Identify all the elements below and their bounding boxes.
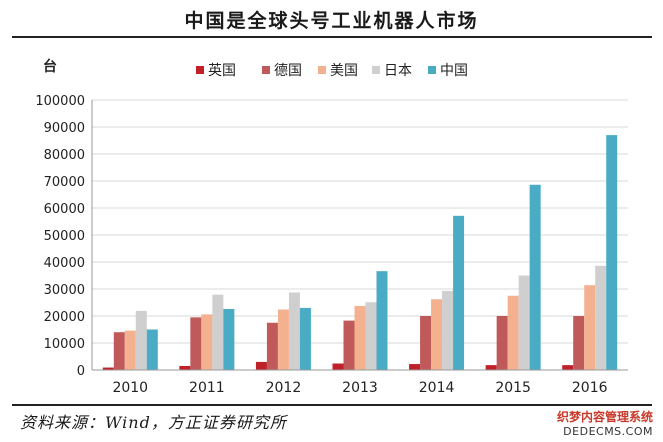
bar-2012-中国 <box>299 307 311 370</box>
chart-title: 中国是全球头号工业机器人市场 <box>184 10 479 32</box>
bar-2013-德国 <box>343 320 355 370</box>
watermark-line2: DEDECMS.COM <box>563 425 653 438</box>
x-tick-label: 2012 <box>266 380 302 396</box>
y-tick-label: 0 <box>77 364 85 379</box>
bar-2010-日本 <box>135 310 147 370</box>
x-tick-labels: 2010 2011 2012 2013 2014 2015 2016 <box>112 380 607 396</box>
bar-2012-英国 <box>255 361 267 370</box>
x-tick-label: 2013 <box>342 380 378 396</box>
y-tick-label: 80000 <box>44 148 85 163</box>
legend-swatch-中国 <box>428 66 436 74</box>
y-tick-label: 30000 <box>44 283 85 298</box>
bar-2016-美国 <box>584 285 596 370</box>
bar-2015-美国 <box>507 295 519 370</box>
bar-2010-德国 <box>113 332 125 370</box>
legend-label-中国: 中国 <box>440 63 468 79</box>
y-tick-label: 40000 <box>44 256 85 271</box>
legend-swatch-美国 <box>318 66 326 74</box>
bar-2016-德国 <box>573 316 585 370</box>
bar-2012-日本 <box>288 292 300 370</box>
y-tick-label: 60000 <box>44 202 85 217</box>
watermark-line1: 织梦内容管理系统 <box>556 410 653 424</box>
legend: 英国 德国 美国 日本 中国 <box>196 62 468 79</box>
y-tick-label: 20000 <box>44 310 85 325</box>
bar-2011-英国 <box>179 365 191 370</box>
y-tick-label: 50000 <box>44 229 85 244</box>
bar-2013-美国 <box>354 306 366 370</box>
y-tick-labels: 0 10000 20000 30000 40000 50000 60000 70000 8000… <box>35 94 85 379</box>
legend-label-日本: 日本 <box>384 63 412 79</box>
bar-2016-中国 <box>606 135 618 370</box>
bar-2010-英国 <box>102 367 114 370</box>
y-tick-label: 10000 <box>44 337 85 352</box>
axes <box>91 100 628 371</box>
bar-2014-中国 <box>453 215 465 370</box>
x-tick-label: 2016 <box>572 380 608 396</box>
x-tick-label: 2014 <box>419 380 455 396</box>
x-tick-label: 2015 <box>495 380 531 396</box>
y-tick-label: 70000 <box>44 175 85 190</box>
bar-2011-德国 <box>190 317 202 370</box>
legend-swatch-日本 <box>372 66 380 74</box>
bar-2014-美国 <box>431 299 443 370</box>
y-tick-label: 90000 <box>44 121 85 136</box>
bar-2013-中国 <box>376 271 388 370</box>
y-axis-label: 台 <box>43 58 57 75</box>
legend-swatch-英国 <box>196 66 204 74</box>
bar-2015-中国 <box>529 184 541 370</box>
source-note: 资料来源：Wind，方正证券研究所 <box>20 413 287 432</box>
bar-2012-美国 <box>277 309 289 370</box>
bar-2014-英国 <box>409 364 421 370</box>
bar-2015-日本 <box>518 275 530 370</box>
bar-2016-英国 <box>562 365 574 370</box>
bar-2010-美国 <box>124 330 136 370</box>
bar-2014-德国 <box>420 316 432 370</box>
bars <box>102 135 618 370</box>
bar-2015-德国 <box>496 316 508 370</box>
bar-2013-日本 <box>365 302 377 370</box>
x-tick-label: 2010 <box>112 380 148 396</box>
bar-2011-日本 <box>212 294 224 370</box>
bar-2016-日本 <box>595 265 607 370</box>
y-tick-label: 100000 <box>35 94 85 109</box>
bar-2013-英国 <box>332 363 344 370</box>
bar-2014-日本 <box>442 290 454 370</box>
legend-label-美国: 美国 <box>330 63 358 79</box>
bar-2011-美国 <box>201 314 213 370</box>
legend-swatch-德国 <box>262 66 270 74</box>
bottom-rule <box>12 404 652 406</box>
watermark: 织梦内容管理系统 DEDECMS.COM <box>557 408 653 438</box>
legend-label-英国: 英国 <box>208 62 236 79</box>
bar-2015-英国 <box>485 365 497 370</box>
bar-2011-中国 <box>223 308 235 370</box>
top-rule <box>12 36 652 38</box>
x-tick-label: 2011 <box>189 380 225 396</box>
grid-lines <box>92 99 628 344</box>
bar-2012-德国 <box>266 322 278 370</box>
legend-label-德国: 德国 <box>274 63 302 79</box>
bar-2010-中国 <box>146 329 158 370</box>
